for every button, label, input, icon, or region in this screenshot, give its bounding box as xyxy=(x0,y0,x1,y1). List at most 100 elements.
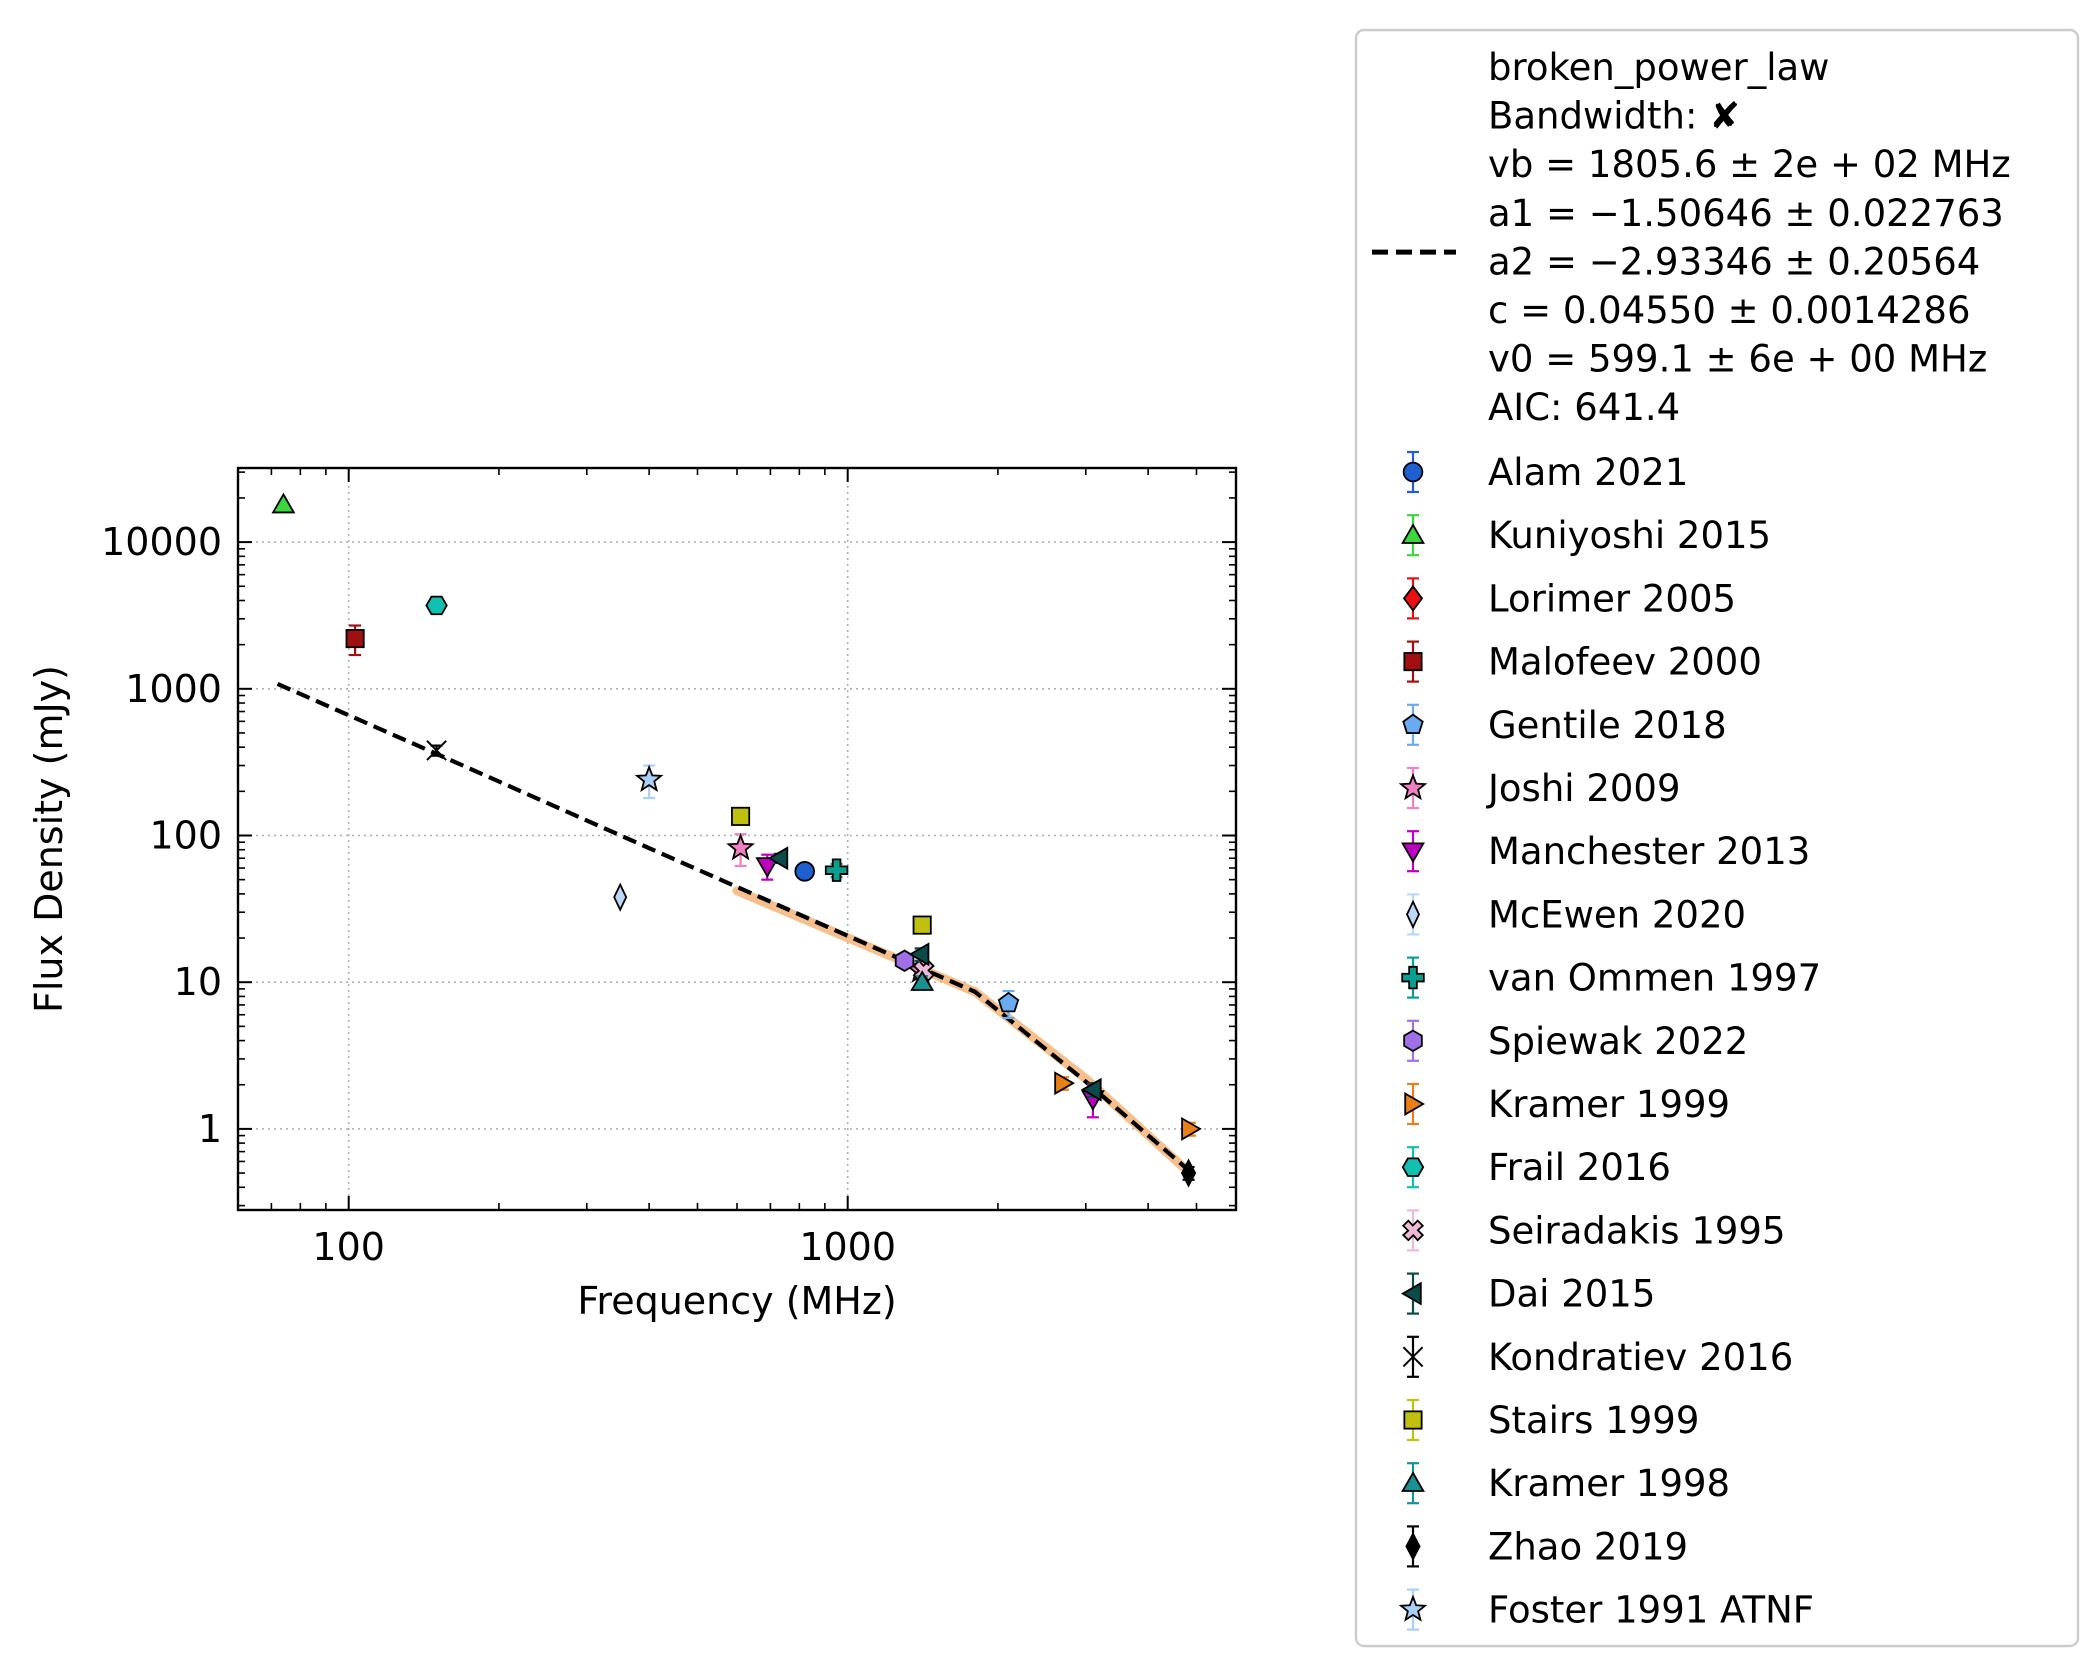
point-malofeev-2000 xyxy=(345,624,365,657)
fit-line xyxy=(276,681,1190,1171)
point-joshi-2009 xyxy=(726,833,755,868)
legend-label-spiewak-2022: Spiewak 2022 xyxy=(1488,1020,1748,1063)
point-stairs-1999 xyxy=(912,915,932,935)
y-tick-label: 1000 xyxy=(125,667,222,711)
legend-marker-mcewen-2020 xyxy=(1406,899,1420,930)
legend-label-alam-2021: Alam 2021 xyxy=(1488,451,1688,494)
legend-label-manchester-2013: Manchester 2013 xyxy=(1488,830,1810,873)
legend-label-dai-2015: Dai 2015 xyxy=(1488,1273,1655,1316)
legend-marker-alam-2021 xyxy=(1402,461,1424,483)
point-frail-2016 xyxy=(425,595,448,616)
legend-label-joshi-2009: Joshi 2009 xyxy=(1486,767,1680,810)
legend-marker-lorimer-2005 xyxy=(1402,584,1424,612)
point-gentile-2018 xyxy=(997,989,1020,1020)
marker-gentile-2018 xyxy=(997,991,1020,1013)
marker-kondratiev-2016 xyxy=(426,740,447,761)
point-zhao-2019 xyxy=(1180,1158,1197,1188)
legend-fit-line-text: c = 0.04550 ± 0.0014286 xyxy=(1488,289,1970,332)
x-tick-label: 100 xyxy=(312,1225,385,1269)
legend-fit-line-text: v0 = 599.1 ± 6e + 00 MHz xyxy=(1488,338,1987,381)
legend-fit-line-text: a2 = −2.93346 ± 0.20564 xyxy=(1488,240,1980,283)
point-alam-2021 xyxy=(794,861,815,882)
fit-line-group xyxy=(276,681,1190,1171)
legend-label-frail-2016: Frail 2016 xyxy=(1488,1146,1671,1189)
point-dai-2015 xyxy=(908,942,930,967)
y-tick-label: 100 xyxy=(149,814,222,858)
point-van-ommen-1997 xyxy=(824,858,849,882)
legend-marker-gentile-2018 xyxy=(1402,713,1424,734)
grid xyxy=(238,468,1236,1210)
legend-fit-line-text: AIC: 641.4 xyxy=(1488,386,1680,429)
marker-manchester-2013 xyxy=(755,857,780,878)
legend-marker-joshi-2009 xyxy=(1398,772,1428,801)
marker-kramer-1999 xyxy=(1181,1116,1202,1141)
legend-label-kuniyoshi-2015: Kuniyoshi 2015 xyxy=(1488,514,1771,557)
legend-marker-zhao-2019 xyxy=(1405,1531,1421,1561)
legend-marker-manchester-2013 xyxy=(1401,842,1425,864)
marker-stairs-1999 xyxy=(731,806,751,826)
marker-dai-2015 xyxy=(908,942,930,967)
marker-malofeev-2000 xyxy=(345,629,365,649)
fit-band xyxy=(732,886,1188,1172)
point-kramer-1999 xyxy=(1181,1116,1202,1141)
legend-label-van-ommen-1997: van Ommen 1997 xyxy=(1488,957,1821,1000)
point-stairs-1999 xyxy=(731,806,751,826)
marker-foster-1991-atnf xyxy=(634,764,664,792)
marker-joshi-2009 xyxy=(726,833,755,861)
legend-marker-frail-2016 xyxy=(1401,1157,1425,1177)
point-kuniyoshi-2015 xyxy=(271,492,296,514)
legend-fit-line-text: a1 = −1.50646 ± 0.022763 xyxy=(1488,192,2004,235)
point-kondratiev-2016 xyxy=(426,740,447,761)
marker-frail-2016 xyxy=(425,595,448,616)
point-kramer-1999 xyxy=(1054,1071,1075,1096)
legend-marker-kuniyoshi-2015 xyxy=(1401,523,1425,544)
point-kramer-1998 xyxy=(910,970,935,991)
fit-uncertainty-band xyxy=(732,886,1188,1172)
legend-fit-line-text: Bandwidth: ✘ xyxy=(1488,95,1740,138)
axis-ticks xyxy=(237,468,1237,1210)
legend: broken_power_law Bandwidth: ✘ vb = 1805.6 … xyxy=(1354,28,2080,1648)
legend-marker-kondratiev-2016 xyxy=(1402,1346,1424,1368)
y-tick-label: 10000 xyxy=(101,520,222,564)
legend-label-kramer-1999: Kramer 1999 xyxy=(1488,1083,1730,1126)
legend-label-foster-1991-atnf: Foster 1991 ATNF xyxy=(1488,1589,1814,1632)
legend-marker-kramer-1999 xyxy=(1404,1092,1426,1116)
point-dai-2015 xyxy=(1080,1077,1102,1102)
y-axis-label: Flux Density (mJy) xyxy=(27,665,71,1013)
marker-kramer-1998 xyxy=(910,970,935,991)
legend-label-stairs-1999: Stairs 1999 xyxy=(1488,1399,1699,1442)
marker-stairs-1999 xyxy=(912,915,932,935)
point-dai-2015 xyxy=(767,846,789,871)
marker-van-ommen-1997 xyxy=(824,858,849,882)
y-tick-label: 1 xyxy=(198,1107,222,1151)
marker-dai-2015 xyxy=(767,846,789,871)
x-axis-label: Frequency (MHz) xyxy=(577,1279,896,1323)
legend-label-kramer-1998: Kramer 1998 xyxy=(1488,1462,1730,1505)
marker-alam-2021 xyxy=(794,861,815,882)
legend-frame xyxy=(1354,28,2080,1648)
point-manchester-2013 xyxy=(755,853,780,881)
marker-mcewen-2020 xyxy=(613,882,628,912)
legend-marker-foster-1991-atnf xyxy=(1398,1594,1428,1622)
point-foster-1991-atnf xyxy=(634,764,664,800)
y-tick-label: 10 xyxy=(174,960,222,1004)
marker-kramer-1999 xyxy=(1054,1071,1075,1096)
legend-label-lorimer-2005: Lorimer 2005 xyxy=(1488,577,1736,620)
legend-marker-van-ommen-1997 xyxy=(1401,965,1425,990)
legend-marker-spiewak-2022 xyxy=(1403,1029,1423,1053)
marker-dai-2015 xyxy=(1080,1077,1102,1102)
legend-marker-stairs-1999 xyxy=(1403,1410,1423,1430)
legend-marker-seiradakis-1995 xyxy=(1401,1219,1425,1242)
legend-marker-dai-2015 xyxy=(1400,1281,1422,1306)
point-mcewen-2020 xyxy=(613,882,628,912)
point-spiewak-2022 xyxy=(894,949,915,972)
legend-label-kondratiev-2016: Kondratiev 2016 xyxy=(1488,1336,1793,1379)
marker-kuniyoshi-2015 xyxy=(271,492,296,514)
legend-label-gentile-2018: Gentile 2018 xyxy=(1488,704,1727,747)
legend-label-mcewen-2020: McEwen 2020 xyxy=(1488,893,1746,936)
legend-marker-malofeev-2000 xyxy=(1403,652,1423,672)
data-points xyxy=(271,492,1202,1188)
legend-label-malofeev-2000: Malofeev 2000 xyxy=(1488,641,1762,684)
legend-label-zhao-2019: Zhao 2019 xyxy=(1488,1525,1688,1568)
